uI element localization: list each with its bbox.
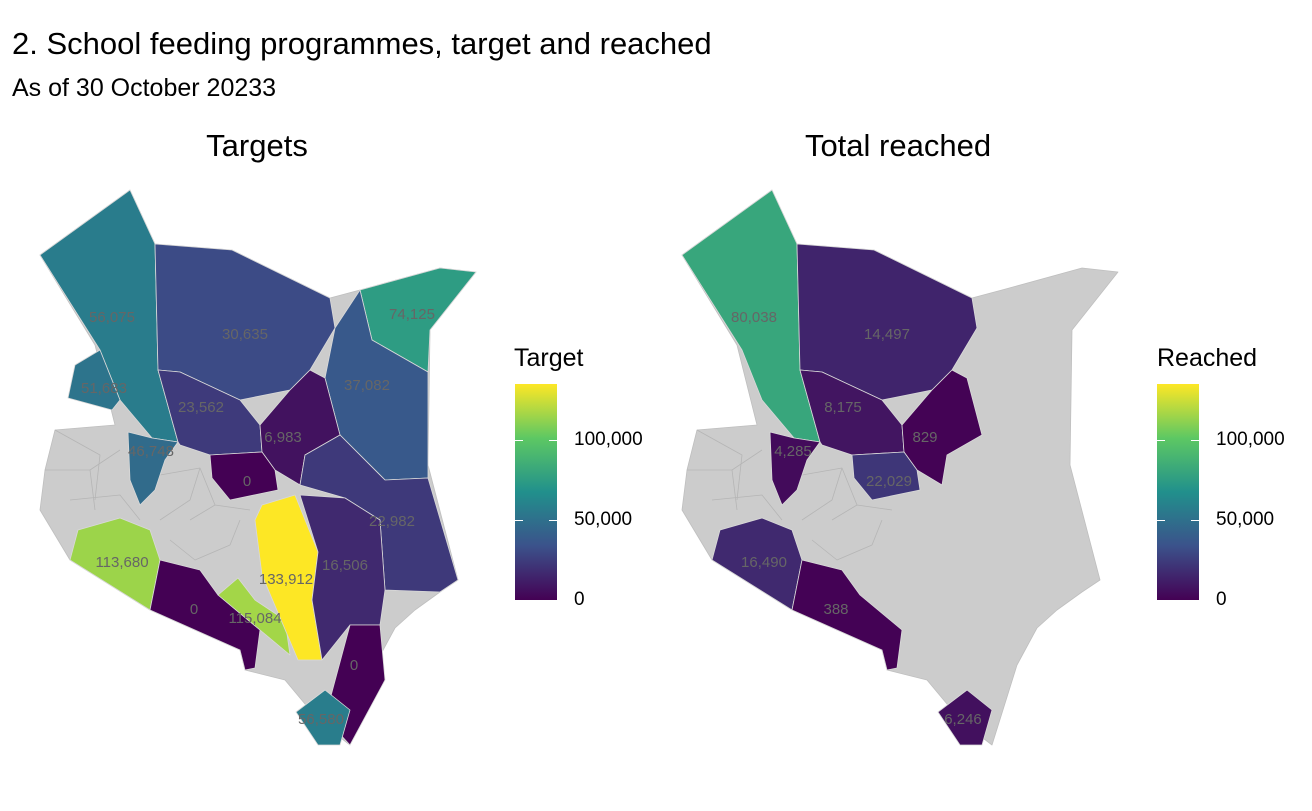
left-region-isiolo — [259, 369, 341, 486]
right-region-isiolo — [901, 369, 983, 486]
right-legend-colorbar — [1157, 384, 1199, 600]
left-county-borders — [45, 429, 251, 561]
left-legend-tickmark — [515, 520, 523, 521]
right-region-baringo — [769, 431, 821, 506]
left-legend-tickmark — [549, 600, 557, 601]
left-label-baringo: 46,748 — [128, 443, 174, 460]
left-label-marsabit: 30,635 — [222, 326, 268, 343]
right-legend-tickmark — [1157, 520, 1165, 521]
right-label-baringo: 4,285 — [774, 443, 812, 460]
left-label-narok: 113,680 — [95, 554, 148, 571]
left-legend-tickmark — [515, 600, 523, 601]
right-label-kajiado: 388 — [823, 601, 848, 618]
right-legend-tick-0: 0 — [1216, 589, 1227, 610]
left-legend-title: Target — [514, 344, 584, 372]
left-legend-tickmark — [515, 440, 523, 441]
right-legend-title: Reached — [1157, 344, 1258, 372]
right-label-marsabit: 14,497 — [864, 326, 910, 343]
right-legend-tick-50000: 50,000 — [1216, 509, 1275, 530]
left-region-meru — [209, 451, 279, 501]
left-label-mandera: 74,125 — [389, 306, 435, 323]
right-label-samburu: 8,175 — [824, 399, 862, 416]
left-legend-colorbar — [515, 384, 557, 600]
left-region-west-pokot — [67, 349, 121, 411]
chart-title: 2. School feeding programmes, target and… — [12, 26, 712, 61]
left-map-title: Targets — [206, 128, 308, 163]
left-label-makueni: 115,084 — [228, 610, 281, 627]
chart-subtitle: As of 30 October 20233 — [12, 74, 277, 102]
left-label-kilifi: 56,580 — [298, 711, 344, 728]
right-label-turkana: 80,038 — [731, 309, 777, 326]
right-map-title: Total reached — [804, 128, 992, 163]
left-map: 56,075 30,635 74,125 37,082 51,683 23,562 6,98… — [39, 189, 477, 746]
right-county-borders — [687, 429, 893, 561]
left-label-isiolo: 6,983 — [264, 429, 302, 446]
left-label-west-pokot: 51,683 — [81, 380, 127, 397]
left-label-kajiado: 0 — [190, 601, 198, 618]
right-region-meru — [851, 451, 921, 501]
right-label-isiolo: 829 — [912, 429, 937, 446]
right-legend-tick-100000: 100,000 — [1216, 429, 1285, 450]
left-legend-tickmark — [549, 440, 557, 441]
right-legend-tickmark — [1191, 520, 1199, 521]
left-label-tana-river: 16,506 — [322, 557, 368, 574]
left-legend-tickmark — [549, 520, 557, 521]
left-label-kitui: 133,912 — [259, 571, 313, 588]
left-region-baringo — [127, 431, 179, 506]
right-region-kajiado — [791, 559, 903, 671]
right-legend-tickmark — [1191, 600, 1199, 601]
left-label-turkana: 56,075 — [89, 309, 135, 326]
left-label-lamu: 0 — [350, 657, 358, 674]
right-region-kilifi — [937, 689, 993, 746]
left-label-wajir: 37,082 — [344, 377, 390, 394]
left-region-kilifi — [295, 689, 351, 746]
left-legend-tick-0: 0 — [574, 589, 585, 610]
right-label-meru: 22,029 — [866, 473, 912, 490]
left-label-meru: 0 — [243, 473, 251, 490]
right-label-kilifi: 6,246 — [944, 711, 982, 728]
right-label-narok: 16,490 — [741, 554, 787, 571]
left-legend-tick-50000: 50,000 — [574, 509, 633, 530]
left-label-samburu: 23,562 — [178, 399, 224, 416]
right-legend-tickmark — [1157, 440, 1165, 441]
right-legend-tickmark — [1191, 440, 1199, 441]
right-map: 80,038 14,497 8,175 4,285 829 22,029 16,490 388… — [681, 189, 1119, 746]
right-legend-tickmark — [1157, 600, 1165, 601]
left-label-garissa: 22,982 — [369, 513, 415, 530]
left-legend-tick-100000: 100,000 — [574, 429, 643, 450]
